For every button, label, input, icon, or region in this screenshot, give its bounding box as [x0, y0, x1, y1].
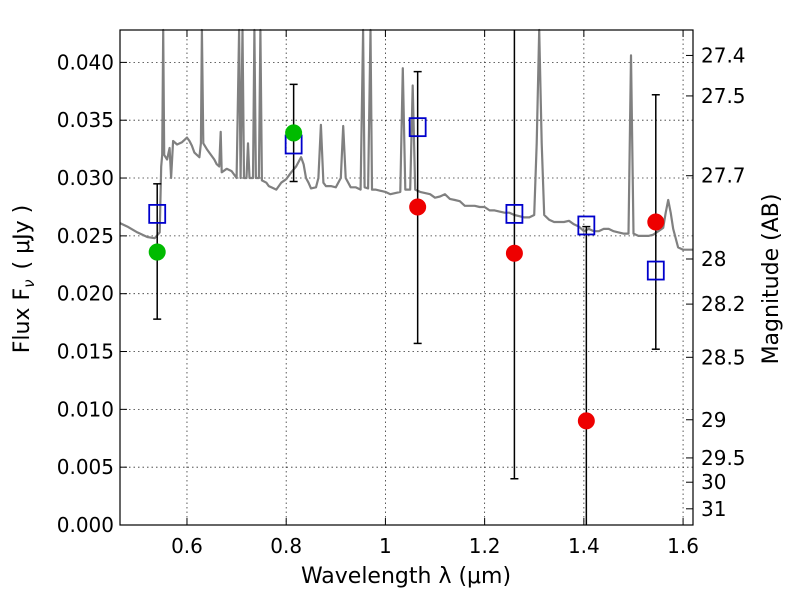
y2-tick-label: 27.7 — [701, 164, 746, 188]
y2-tick-label: 30 — [701, 470, 726, 494]
y-axis-label-main: Flux F — [10, 288, 35, 353]
y-axis-label-unit: ( μJy ) — [10, 205, 35, 270]
y-axis-label: Flux Fν ( μJy ) — [10, 205, 38, 353]
model-photometry-point — [646, 260, 665, 281]
y2-tick-label: 27.5 — [701, 84, 746, 108]
y-tick-label: 0.025 — [57, 224, 114, 248]
y-tick-label: 0.000 — [57, 513, 114, 537]
y2-axis-label: Magnitude (AB) — [759, 194, 784, 365]
plot-frame — [119, 29, 694, 526]
detected-flux-point — [148, 243, 166, 261]
y-tick-label: 0.015 — [57, 340, 114, 364]
y-axis-label-sub: ν — [20, 279, 38, 287]
y2-tick-label: 28.5 — [701, 345, 746, 369]
x-tick-label: 1.2 — [469, 534, 501, 558]
x-tick-label: 1.4 — [568, 534, 600, 558]
model-spectrum-line — [119, 28, 693, 251]
model-photometry-point — [577, 215, 596, 236]
x-tick-label: 0.6 — [171, 534, 203, 558]
low-snr-flux-point — [577, 412, 595, 430]
y-tick-label: 0.020 — [57, 282, 114, 306]
x-tick-label: 0.8 — [270, 534, 302, 558]
y2-tick-label: 28.2 — [701, 292, 746, 316]
y-tick-label: 0.005 — [57, 455, 114, 479]
model-photometry-point — [148, 203, 167, 224]
grid — [120, 30, 693, 526]
axis-ticks: 0.6 0.8 1 1.2 1.4 1.6 0.000 0.005 0.010 0.015 0.02… — [57, 30, 746, 558]
x-axis-label: Wavelength λ (μm) — [301, 564, 511, 589]
low-snr-flux-point — [409, 198, 427, 216]
model-photometry-point — [505, 203, 524, 224]
y-tick-label: 0.010 — [57, 397, 114, 421]
model-photometry-point — [408, 117, 427, 138]
y-tick-label: 0.040 — [57, 50, 114, 74]
y2-tick-label: 27.4 — [701, 43, 746, 67]
x-tick-label: 1.6 — [667, 534, 699, 558]
y2-tick-label: 29 — [701, 408, 726, 432]
model-spectrum — [119, 28, 693, 251]
low-snr-flux-point — [505, 244, 523, 262]
y2-tick-label: 28 — [701, 247, 726, 271]
x-tick-label: 1 — [379, 534, 392, 558]
data-points — [148, 117, 665, 430]
y2-tick-label: 29.5 — [701, 446, 746, 470]
low-snr-flux-point — [647, 213, 665, 231]
y2-tick-label: 31 — [701, 497, 726, 521]
detected-flux-point — [285, 124, 303, 142]
y-tick-label: 0.035 — [57, 108, 114, 132]
y-tick-label: 0.030 — [57, 166, 114, 190]
